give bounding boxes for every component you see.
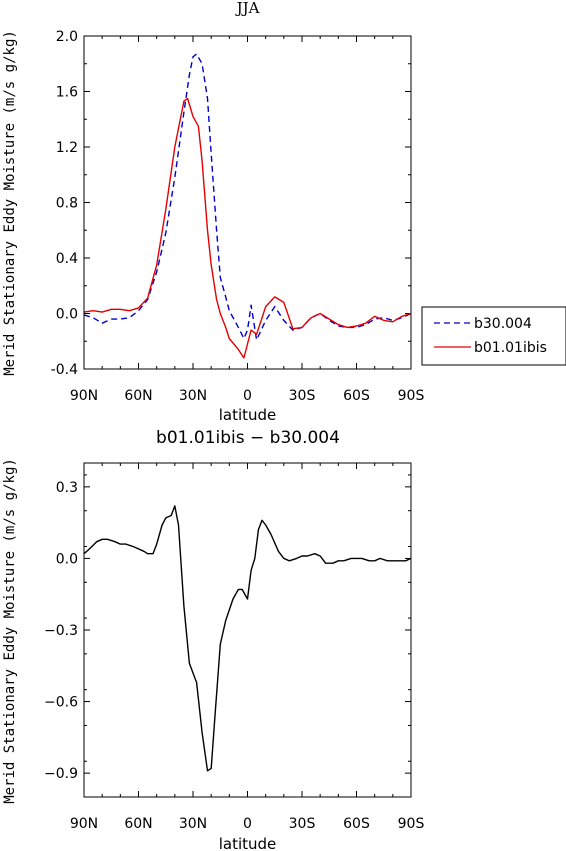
x-tick-label-0: 0 — [243, 816, 252, 832]
panel-diff-series — [83, 505, 412, 772]
y-tick-label: 1.6 — [56, 85, 78, 101]
x-tick-label-60n: 60N — [124, 388, 152, 404]
x-tick-label-90n: 90N — [70, 816, 98, 832]
x-tick-label-30n: 30N — [179, 816, 207, 832]
y-tick-label: −0.6 — [44, 695, 78, 711]
y-tick-label: 0.4 — [56, 251, 78, 267]
series-line-diff-0 — [83, 505, 412, 772]
y-tick-label: 0.3 — [56, 480, 78, 496]
panel-diff: b01.01ibis − b30.004 Merid Stationary Ed… — [2, 428, 424, 851]
panel-jja: JJA Merid Stationary Eddy Moisture (m/s … — [2, 0, 566, 424]
series-line-b01-01ibis — [83, 97, 412, 359]
panel-diff-ylabel: Merid Stationary Eddy Moisture (m/s g/kg… — [2, 458, 18, 804]
x-tick-label-0: 0 — [243, 388, 252, 404]
x-tick-label-30s: 30S — [289, 388, 316, 404]
panel-jja-xlabel: latitude — [219, 406, 277, 424]
panel-diff-title: b01.01ibis − b30.004 — [156, 428, 340, 448]
series-line-b30-004 — [83, 53, 412, 341]
panel-jja-title: JJA — [235, 0, 260, 17]
y-tick-label: 0.8 — [56, 196, 78, 212]
legend-label-b01-01ibis: b01.01ibis — [474, 340, 547, 356]
y-tick-label: 1.2 — [56, 140, 78, 156]
x-tick-label-30n: 30N — [179, 388, 207, 404]
y-tick-label: −0.9 — [44, 766, 78, 782]
panel-jja-ticks: 90N 60N 30N 0 30S 60S 90S 2.0 1.6 1.2 0.8 0.4 0.0 -0.… — [51, 29, 425, 404]
y-tick-label: -0.4 — [51, 362, 78, 378]
y-tick-label: 2.0 — [56, 29, 78, 45]
y-tick-label: 0.0 — [56, 551, 78, 567]
y-tick-label: 0.0 — [56, 307, 78, 323]
panel-jja-series — [83, 53, 412, 359]
panel-diff-xlabel: latitude — [219, 835, 277, 851]
panel-diff-frame — [83, 462, 412, 798]
x-tick-label-30s: 30S — [289, 816, 316, 832]
y-tick-label: −0.3 — [44, 623, 78, 639]
panel-jja-ylabel: Merid Stationary Eddy Moisture (m/s g/kg… — [2, 30, 18, 376]
x-tick-label-60n: 60N — [124, 816, 152, 832]
panel-diff-ticks: 90N 60N 30N 0 30S 60S 90S 0.3 0.0 −0.3 −0.6 −0.9 — [44, 463, 424, 832]
x-tick-label-90n: 90N — [70, 388, 98, 404]
x-tick-label-60s: 60S — [343, 816, 370, 832]
legend: b30.004 b01.01ibis — [421, 306, 566, 366]
x-tick-label-60s: 60S — [343, 388, 370, 404]
x-tick-label-90s: 90S — [398, 388, 425, 404]
x-tick-label-90s: 90S — [398, 816, 425, 832]
legend-box — [421, 306, 566, 366]
legend-label-b30-004: b30.004 — [474, 316, 532, 332]
panel-jja-frame — [83, 35, 412, 370]
